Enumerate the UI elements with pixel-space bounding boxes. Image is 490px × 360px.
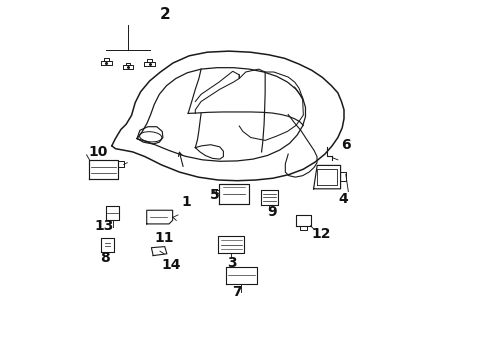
Text: 12: 12 xyxy=(312,227,331,241)
Text: 6: 6 xyxy=(342,139,351,152)
Text: 3: 3 xyxy=(227,256,237,270)
Text: 14: 14 xyxy=(162,258,181,271)
Text: 10: 10 xyxy=(88,145,108,159)
Text: 13: 13 xyxy=(94,219,114,233)
Text: 9: 9 xyxy=(267,205,277,219)
Text: 11: 11 xyxy=(154,231,174,245)
Text: 4: 4 xyxy=(339,192,348,206)
Text: 7: 7 xyxy=(232,285,242,298)
Text: 8: 8 xyxy=(100,252,109,265)
Text: 2: 2 xyxy=(160,7,171,22)
Text: 1: 1 xyxy=(182,195,192,208)
Text: 5: 5 xyxy=(210,188,220,202)
